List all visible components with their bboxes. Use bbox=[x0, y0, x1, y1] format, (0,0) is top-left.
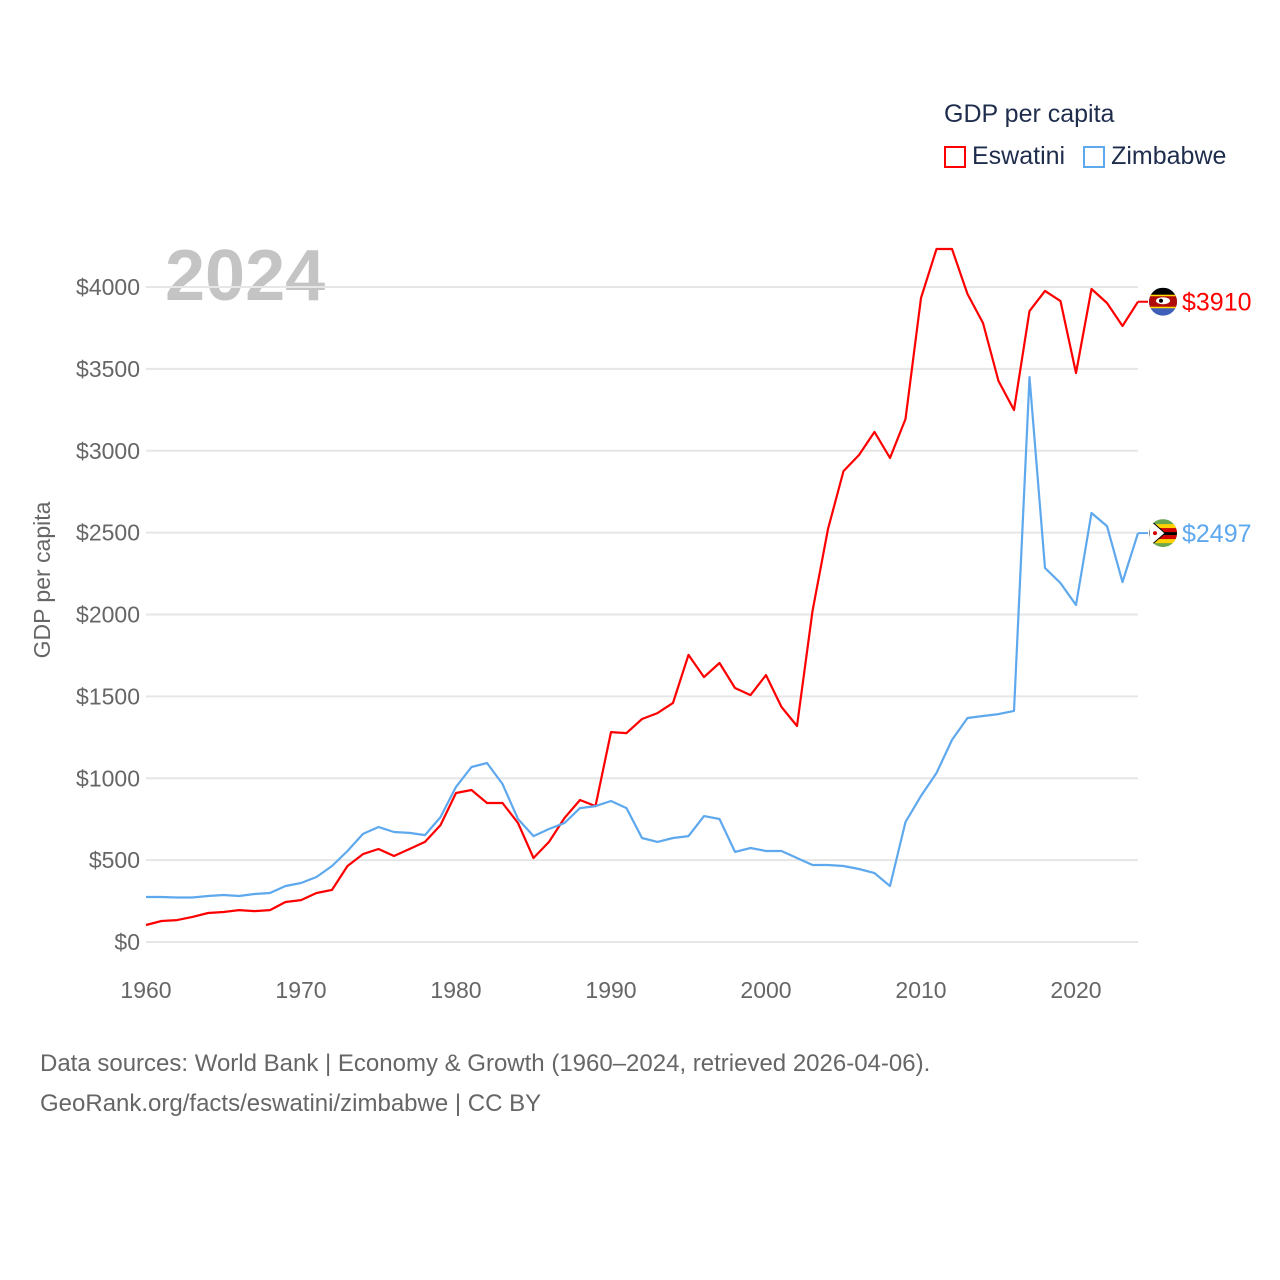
x-tick-label: 1960 bbox=[120, 977, 171, 1003]
y-tick-label: $3500 bbox=[76, 356, 140, 382]
end-value-label-zimbabwe: $2497 bbox=[1182, 520, 1252, 548]
x-tick-label: 1980 bbox=[430, 977, 481, 1003]
x-tick-label: 2020 bbox=[1050, 977, 1101, 1003]
y-tick-label: $4000 bbox=[76, 274, 140, 300]
legend-label-eswatini: Eswatini bbox=[972, 142, 1066, 170]
flag-zimbabwe-icon bbox=[1149, 519, 1177, 548]
x-tick-label: 1990 bbox=[585, 977, 636, 1003]
y-tick-label: $1000 bbox=[76, 765, 140, 791]
legend-swatch-zimbabwe bbox=[1083, 145, 1106, 168]
data-source-text: Data sources: World Bank | Economy & Gro… bbox=[40, 1050, 931, 1077]
attribution-link[interactable]: GeoRank.org/facts/eswatini/zimbabwe | CC… bbox=[40, 1090, 542, 1117]
y-axis-title: GDP per capita bbox=[29, 501, 55, 658]
legend-title: GDP per capita bbox=[944, 100, 1115, 128]
end-value-label-eswatini: $3910 bbox=[1182, 289, 1252, 317]
series-line-zimbabwe bbox=[146, 376, 1140, 899]
legend-item-zimbabwe[interactable]: Zimbabwe bbox=[1083, 142, 1226, 171]
legend-label-zimbabwe: Zimbabwe bbox=[1111, 142, 1227, 170]
legend-item-eswatini[interactable]: Eswatini bbox=[944, 142, 1065, 171]
series-line-eswatini bbox=[145, 247, 1139, 927]
y-tick-label: $2000 bbox=[76, 602, 140, 628]
footer: Data sources: World Bank | Economy & Gro… bbox=[40, 1044, 930, 1124]
flag-eswatini-icon bbox=[1149, 287, 1177, 316]
x-tick-label: 2010 bbox=[895, 977, 946, 1003]
year-label: 2024 bbox=[165, 236, 325, 316]
legend: Eswatini Zimbabwe bbox=[944, 142, 1226, 171]
y-tick-label: $3000 bbox=[76, 438, 140, 464]
y-tick-label: $1500 bbox=[76, 683, 140, 709]
y-tick-label: $0 bbox=[114, 929, 140, 955]
y-tick-label: $500 bbox=[89, 847, 140, 873]
legend-swatch-eswatini bbox=[944, 145, 966, 168]
x-tick-label: 2000 bbox=[740, 977, 791, 1003]
x-tick-label: 1970 bbox=[275, 977, 326, 1003]
y-tick-label: $2500 bbox=[76, 520, 140, 546]
